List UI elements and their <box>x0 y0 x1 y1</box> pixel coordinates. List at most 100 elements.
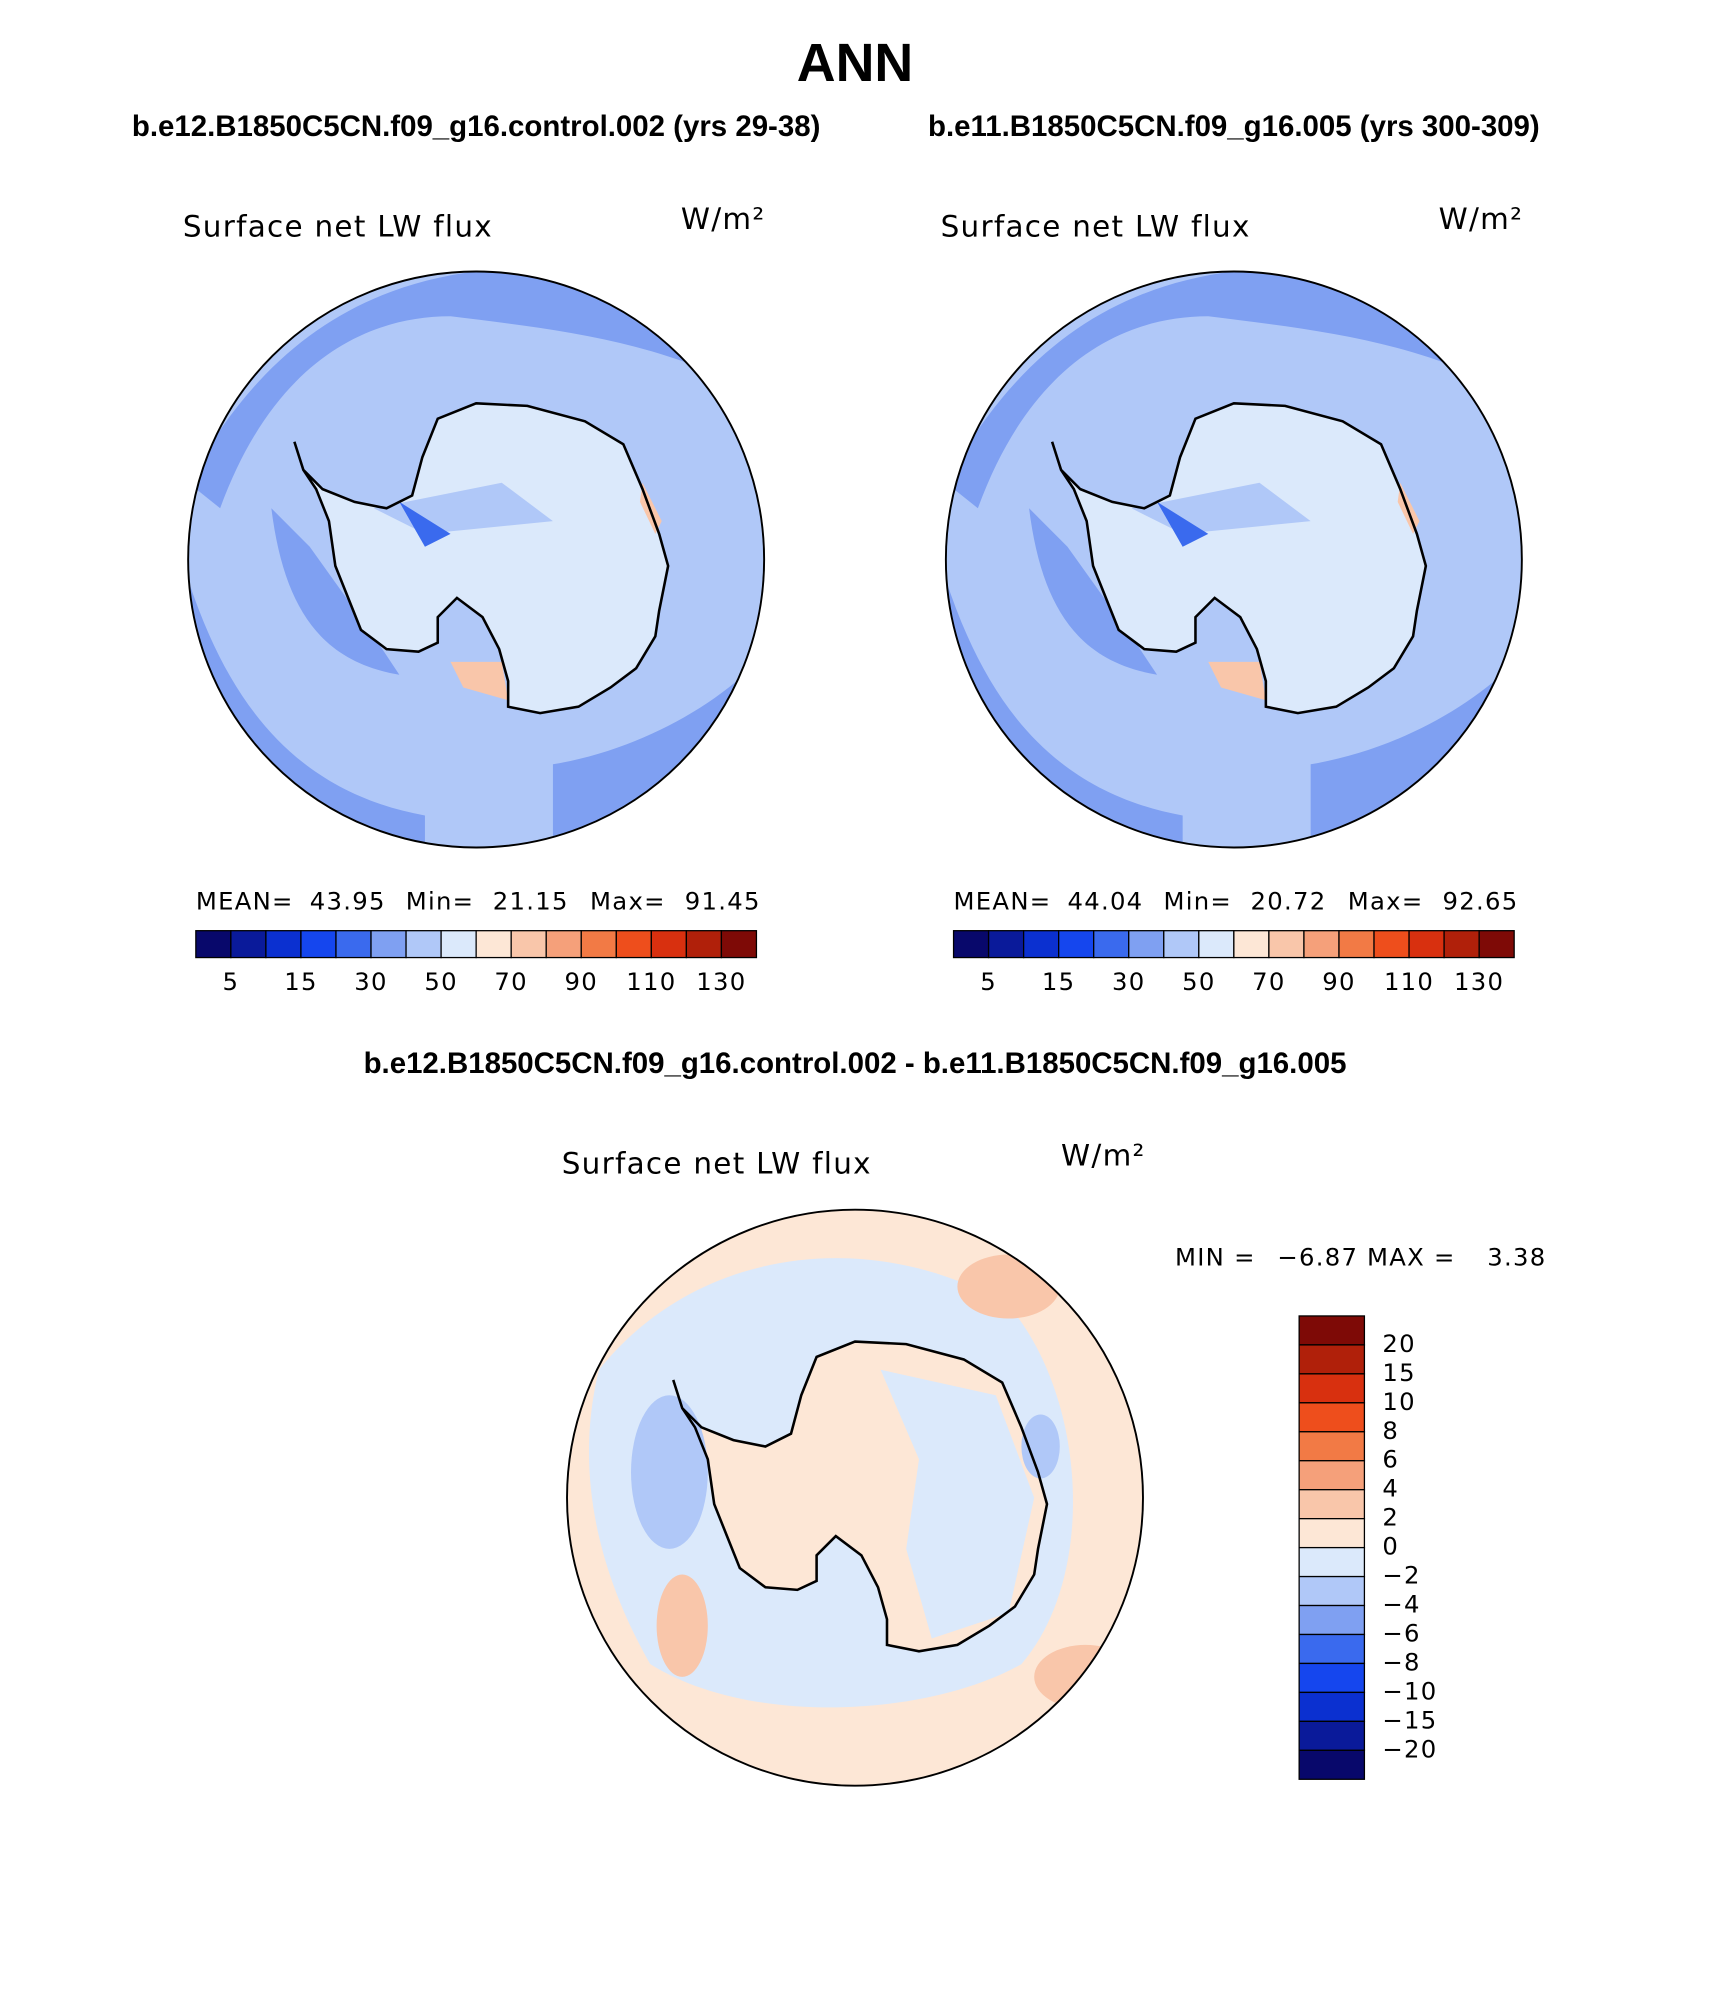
map <box>939 265 1528 854</box>
figure-title: ANN <box>797 33 913 93</box>
colorbar-box <box>1298 1431 1366 1462</box>
colorbar-label: 90 <box>1322 967 1355 996</box>
colorbar-box <box>720 930 758 959</box>
colorbar-box <box>300 930 337 959</box>
stat-label: MEAN= <box>954 887 1052 916</box>
case-title: b.e11.B1850C5CN.f09_g16.005 (yrs 300-309… <box>928 110 1540 143</box>
colorbar-label: 110 <box>626 967 676 996</box>
colorbar-label: 70 <box>1252 967 1285 996</box>
colorbar-box <box>1298 1691 1366 1723</box>
colorbar-label: 2 <box>1382 1503 1399 1532</box>
variable-label: Surface net LW flux <box>183 209 493 243</box>
colorbar-label: −2 <box>1382 1561 1420 1590</box>
colorbar-box <box>1093 930 1130 959</box>
colorbar-label: 70 <box>494 967 527 996</box>
colorbar-box <box>1233 930 1270 959</box>
colorbar-label: −6 <box>1382 1618 1420 1647</box>
stat-label: Min= <box>1163 887 1232 916</box>
stat-label: MAX = <box>1367 1242 1456 1271</box>
colorbar-box <box>1298 1489 1366 1520</box>
colorbar-label: 5 <box>980 967 997 996</box>
colorbar-label: 0 <box>1382 1532 1399 1561</box>
colorbar-label: 30 <box>354 967 387 996</box>
stat-value: 21.15 <box>493 887 569 916</box>
colorbar-box <box>1298 1315 1366 1346</box>
colorbar-box <box>987 930 1025 959</box>
colorbar-label: 15 <box>1382 1358 1415 1387</box>
colorbar-box <box>440 930 477 959</box>
colorbar-box <box>1298 1633 1366 1665</box>
diff-title: b.e12.B1850C5CN.f09_g16.control.002 - b.… <box>364 1047 1347 1080</box>
colorbar-box <box>1198 930 1235 959</box>
colorbar-label: −20 <box>1382 1734 1437 1763</box>
colorbar-box <box>1298 1402 1366 1433</box>
colorbar-label: 130 <box>696 967 746 996</box>
stat-label: Max= <box>1348 887 1424 916</box>
colorbar-box <box>1303 930 1340 959</box>
colorbar-box <box>475 930 512 959</box>
colorbar-box <box>1128 930 1165 959</box>
colorbar-label: −15 <box>1382 1705 1437 1734</box>
colorbar-label: 30 <box>1112 967 1145 996</box>
colorbar-box <box>650 930 688 959</box>
colorbar-box <box>1298 1546 1366 1578</box>
stat-value: 91.45 <box>685 887 761 916</box>
colorbar-box <box>1443 930 1480 959</box>
colorbar-label: 6 <box>1382 1445 1399 1474</box>
colorbar-box <box>1298 1575 1366 1607</box>
stat-label: Max= <box>590 887 666 916</box>
colorbar-box <box>1298 1373 1366 1404</box>
stat-value: 3.38 <box>1487 1242 1546 1271</box>
colorbar-box <box>265 930 302 959</box>
colorbar-box <box>580 930 617 959</box>
colorbar-box <box>1058 930 1095 959</box>
colorbar-box <box>335 930 372 959</box>
colorbar-label: 50 <box>424 967 457 996</box>
colorbar-label: −4 <box>1382 1590 1420 1619</box>
stat-value: 20.72 <box>1251 887 1327 916</box>
colorbar-box <box>1298 1749 1366 1780</box>
colorbar-box <box>1478 930 1515 959</box>
colorbar-box <box>1298 1604 1366 1636</box>
case-title: b.e12.B1850C5CN.f09_g16.control.002 (yrs… <box>132 110 820 143</box>
colorbar-box <box>1338 930 1375 959</box>
colorbar-label: 50 <box>1182 967 1215 996</box>
colorbar-box <box>1268 930 1305 959</box>
stat-label: MEAN= <box>196 887 294 916</box>
stat-value: −6.87 <box>1277 1242 1358 1271</box>
colorbar-label: −10 <box>1382 1676 1437 1705</box>
colorbar-box <box>230 930 267 959</box>
colorbar-label: 110 <box>1384 967 1434 996</box>
colorbar-label: 8 <box>1382 1416 1399 1445</box>
stat-value: 44.04 <box>1067 887 1143 916</box>
colorbar-label: 130 <box>1454 967 1504 996</box>
colorbar-box <box>615 930 652 959</box>
colorbar-label: 10 <box>1382 1387 1415 1416</box>
colorbar-label: 4 <box>1382 1474 1399 1503</box>
variable-label: Surface net LW flux <box>941 209 1251 243</box>
colorbar-label: −8 <box>1382 1647 1420 1676</box>
colorbar-box <box>545 930 582 959</box>
units-label: W/m² <box>1439 202 1524 236</box>
colorbar-box <box>1408 930 1445 959</box>
colorbar-box <box>1163 930 1200 959</box>
colorbar-label: 15 <box>1042 967 1075 996</box>
stat-label: Min= <box>406 887 475 916</box>
colorbar-box <box>195 930 232 959</box>
colorbar-label: 20 <box>1382 1329 1415 1358</box>
map <box>182 265 771 854</box>
colorbar-box <box>405 930 442 959</box>
colorbar-label: 5 <box>222 967 239 996</box>
stat-value: 92.65 <box>1442 887 1518 916</box>
colorbar-box <box>1298 1662 1366 1694</box>
colorbar-box <box>1298 1460 1366 1491</box>
units-label: W/m² <box>1061 1139 1146 1173</box>
colorbar-box <box>510 930 547 959</box>
colorbar-box <box>685 930 723 959</box>
colorbar-box <box>1298 1720 1366 1751</box>
variable-label: Surface net LW flux <box>562 1146 872 1180</box>
colorbar-label: 90 <box>565 967 598 996</box>
colorbar-box <box>1298 1518 1366 1549</box>
colorbar-box <box>370 930 407 959</box>
